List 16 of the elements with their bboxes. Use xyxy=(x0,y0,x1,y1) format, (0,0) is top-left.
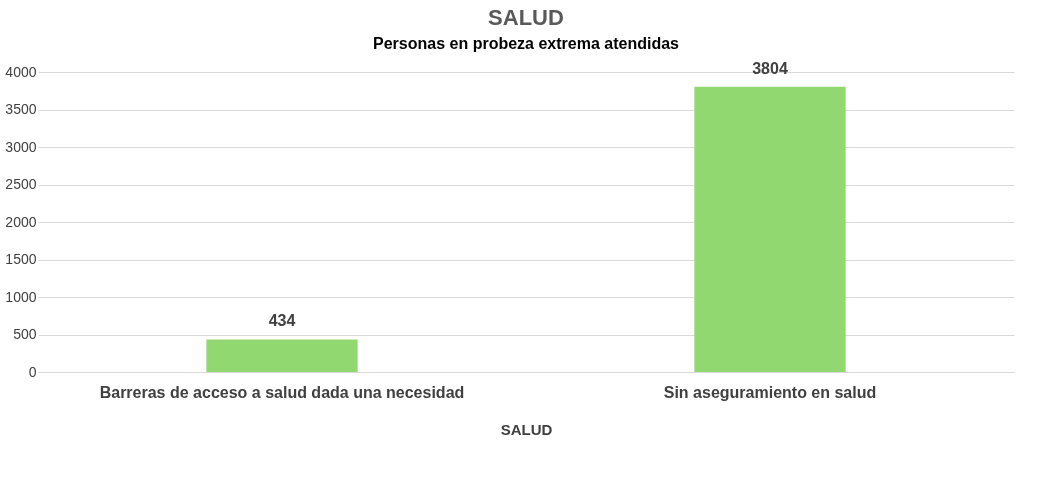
y-tick-label: 4000 xyxy=(5,63,37,80)
y-tick-label: 1500 xyxy=(5,251,37,267)
y-tick-label: 2500 xyxy=(5,176,37,192)
y-tick-label: 3000 xyxy=(5,138,37,155)
y-tick-label: 500 xyxy=(13,326,37,342)
y-tick-label: 0 xyxy=(28,363,37,380)
x-tick-label: Barreras de acceso a salud dada una necesidad xyxy=(99,383,465,401)
data-label: 3804 xyxy=(752,59,788,77)
y-tick-label: 2000 xyxy=(5,213,37,230)
chart-title: SALUD xyxy=(488,4,564,30)
data-label: 434 xyxy=(268,312,296,330)
x-tick-label: Sin aseguramiento en salud xyxy=(663,383,877,401)
chart-subtitle: Personas en probeza extrema atendidas xyxy=(373,34,680,52)
x-axis-title: SALUD xyxy=(500,420,553,438)
y-tick-label: 3500 xyxy=(5,101,37,117)
y-tick-label: 1000 xyxy=(5,288,37,305)
